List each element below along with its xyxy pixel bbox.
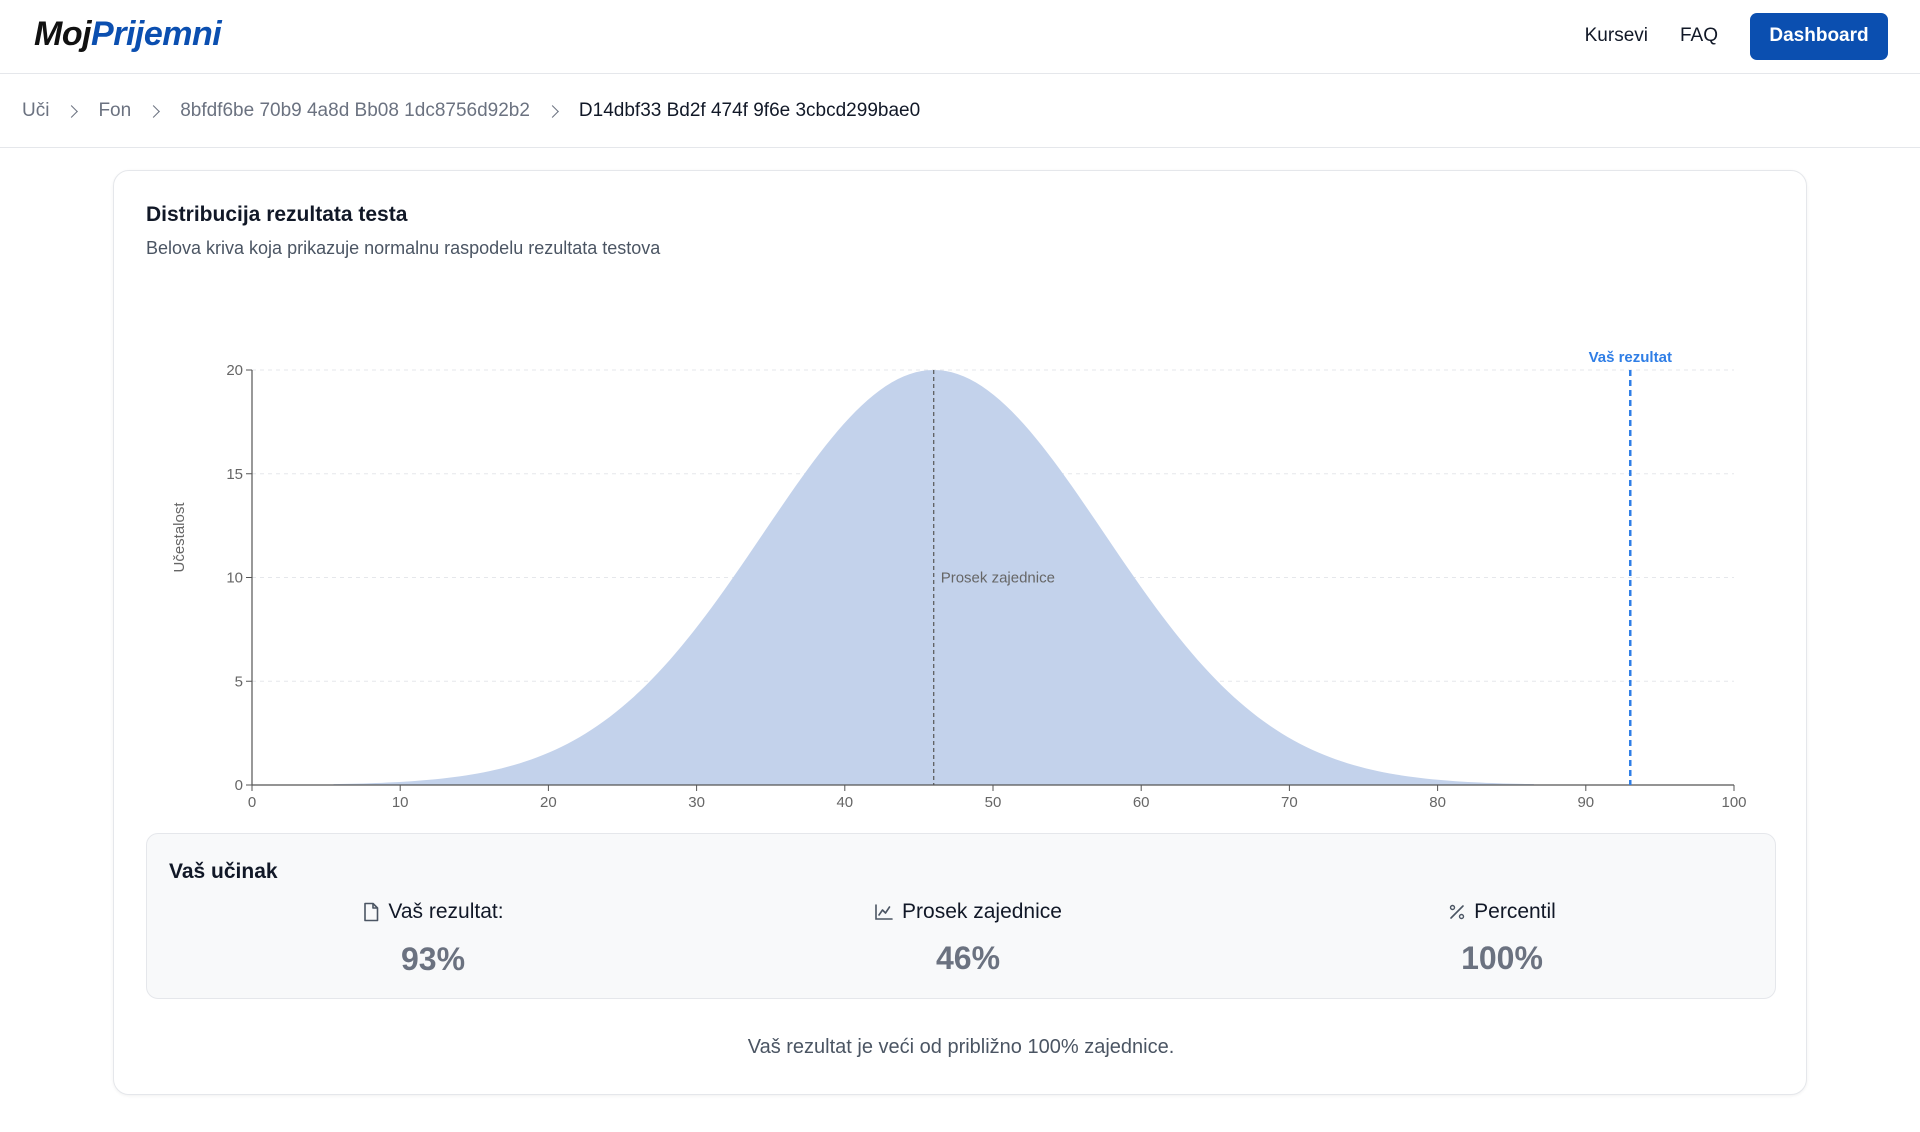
- x-tick-label: 80: [1429, 794, 1446, 811]
- percent-icon: [1449, 904, 1465, 920]
- x-tick-label: 0: [248, 794, 256, 811]
- performance-panel: Vaš učinak Vaš rezultat: 93% Prosek zaje…: [146, 833, 1776, 999]
- x-tick-label: 90: [1577, 794, 1594, 811]
- bell-curve-area: [333, 370, 1534, 785]
- file-icon: [364, 902, 379, 922]
- summary-text: Vaš rezultat je veći od približno 100% z…: [747, 1036, 1175, 1058]
- y-tick-label: 0: [235, 777, 243, 794]
- breadcrumb-item-uci[interactable]: Uči: [22, 100, 50, 121]
- y-axis-label: Učestalost: [171, 502, 188, 573]
- x-tick-label: 60: [1133, 794, 1150, 811]
- y-tick-label: 15: [226, 466, 243, 483]
- chevron-right-icon: [147, 104, 161, 118]
- your-score-label: Vaš rezultat:: [388, 900, 504, 923]
- stat-your-score: Vaš rezultat: 93%: [233, 900, 633, 978]
- breadcrumb-item-current: D14dbf33 Bd2f 474f 9f6e 3cbcd299bae0: [578, 100, 921, 121]
- breadcrumb-item-course[interactable]: 8bfdf6be 70b9 4a8d Bb08 1dc8756d92b2: [180, 100, 530, 121]
- breadcrumb-item-fon[interactable]: Fon: [98, 100, 132, 121]
- your-score-label: Vaš rezultat: [1589, 349, 1672, 366]
- card-title: Distribucija rezultata testa: [146, 203, 408, 226]
- x-tick-label: 40: [836, 794, 853, 811]
- card-subtitle: Belova kriva koja prikazuje normalnu ras…: [146, 238, 661, 258]
- percentile-label: Percentil: [1474, 900, 1556, 923]
- performance-title: Vaš učinak: [169, 860, 278, 883]
- results-card: Distribucija rezultata testa Belova kriv…: [113, 170, 1807, 1095]
- chart-icon: [875, 904, 893, 920]
- y-tick-label: 10: [226, 570, 243, 587]
- distribution-chart: 010203040506070809010005101520Rezultat t…: [171, 349, 1747, 811]
- x-tick-label: 20: [540, 794, 557, 811]
- logo-part-moj: Moj: [34, 15, 92, 53]
- breadcrumb: Uči Fon 8bfdf6be 70b9 4a8d Bb08 1dc8756d…: [0, 75, 1920, 148]
- your-score-value: 93%: [400, 941, 466, 977]
- x-tick-label: 50: [985, 794, 1002, 811]
- x-tick-label: 70: [1281, 794, 1298, 811]
- x-tick-label: 30: [688, 794, 705, 811]
- chevron-right-icon: [546, 104, 559, 118]
- logo-part-prijemni: Prijemni: [91, 15, 222, 53]
- top-header: MojPrijemni Kursevi FAQ Dashboard: [0, 0, 1920, 74]
- x-tick-label: 100: [1721, 794, 1746, 811]
- stat-percentile: Percentil 100%: [1302, 900, 1702, 977]
- y-tick-label: 20: [226, 362, 243, 379]
- stat-community-average: Prosek zajednice 46%: [768, 900, 1168, 977]
- dashboard-button[interactable]: Dashboard: [1750, 12, 1888, 60]
- x-tick-label: 10: [392, 794, 409, 811]
- community-average-label: Prosek zajednice: [941, 570, 1055, 587]
- community-average-label: Prosek zajednice: [902, 900, 1062, 923]
- percentile-value: 100%: [1461, 940, 1543, 976]
- community-average-value: 46%: [935, 940, 1001, 976]
- y-tick-label: 5: [235, 673, 243, 690]
- main-nav: Kursevi FAQ Dashboard: [1585, 12, 1888, 60]
- chevron-right-icon: [65, 104, 79, 118]
- logo[interactable]: MojPrijemni: [34, 15, 222, 54]
- nav-link-courses[interactable]: Kursevi: [1584, 25, 1648, 46]
- nav-link-faq[interactable]: FAQ: [1679, 25, 1718, 46]
